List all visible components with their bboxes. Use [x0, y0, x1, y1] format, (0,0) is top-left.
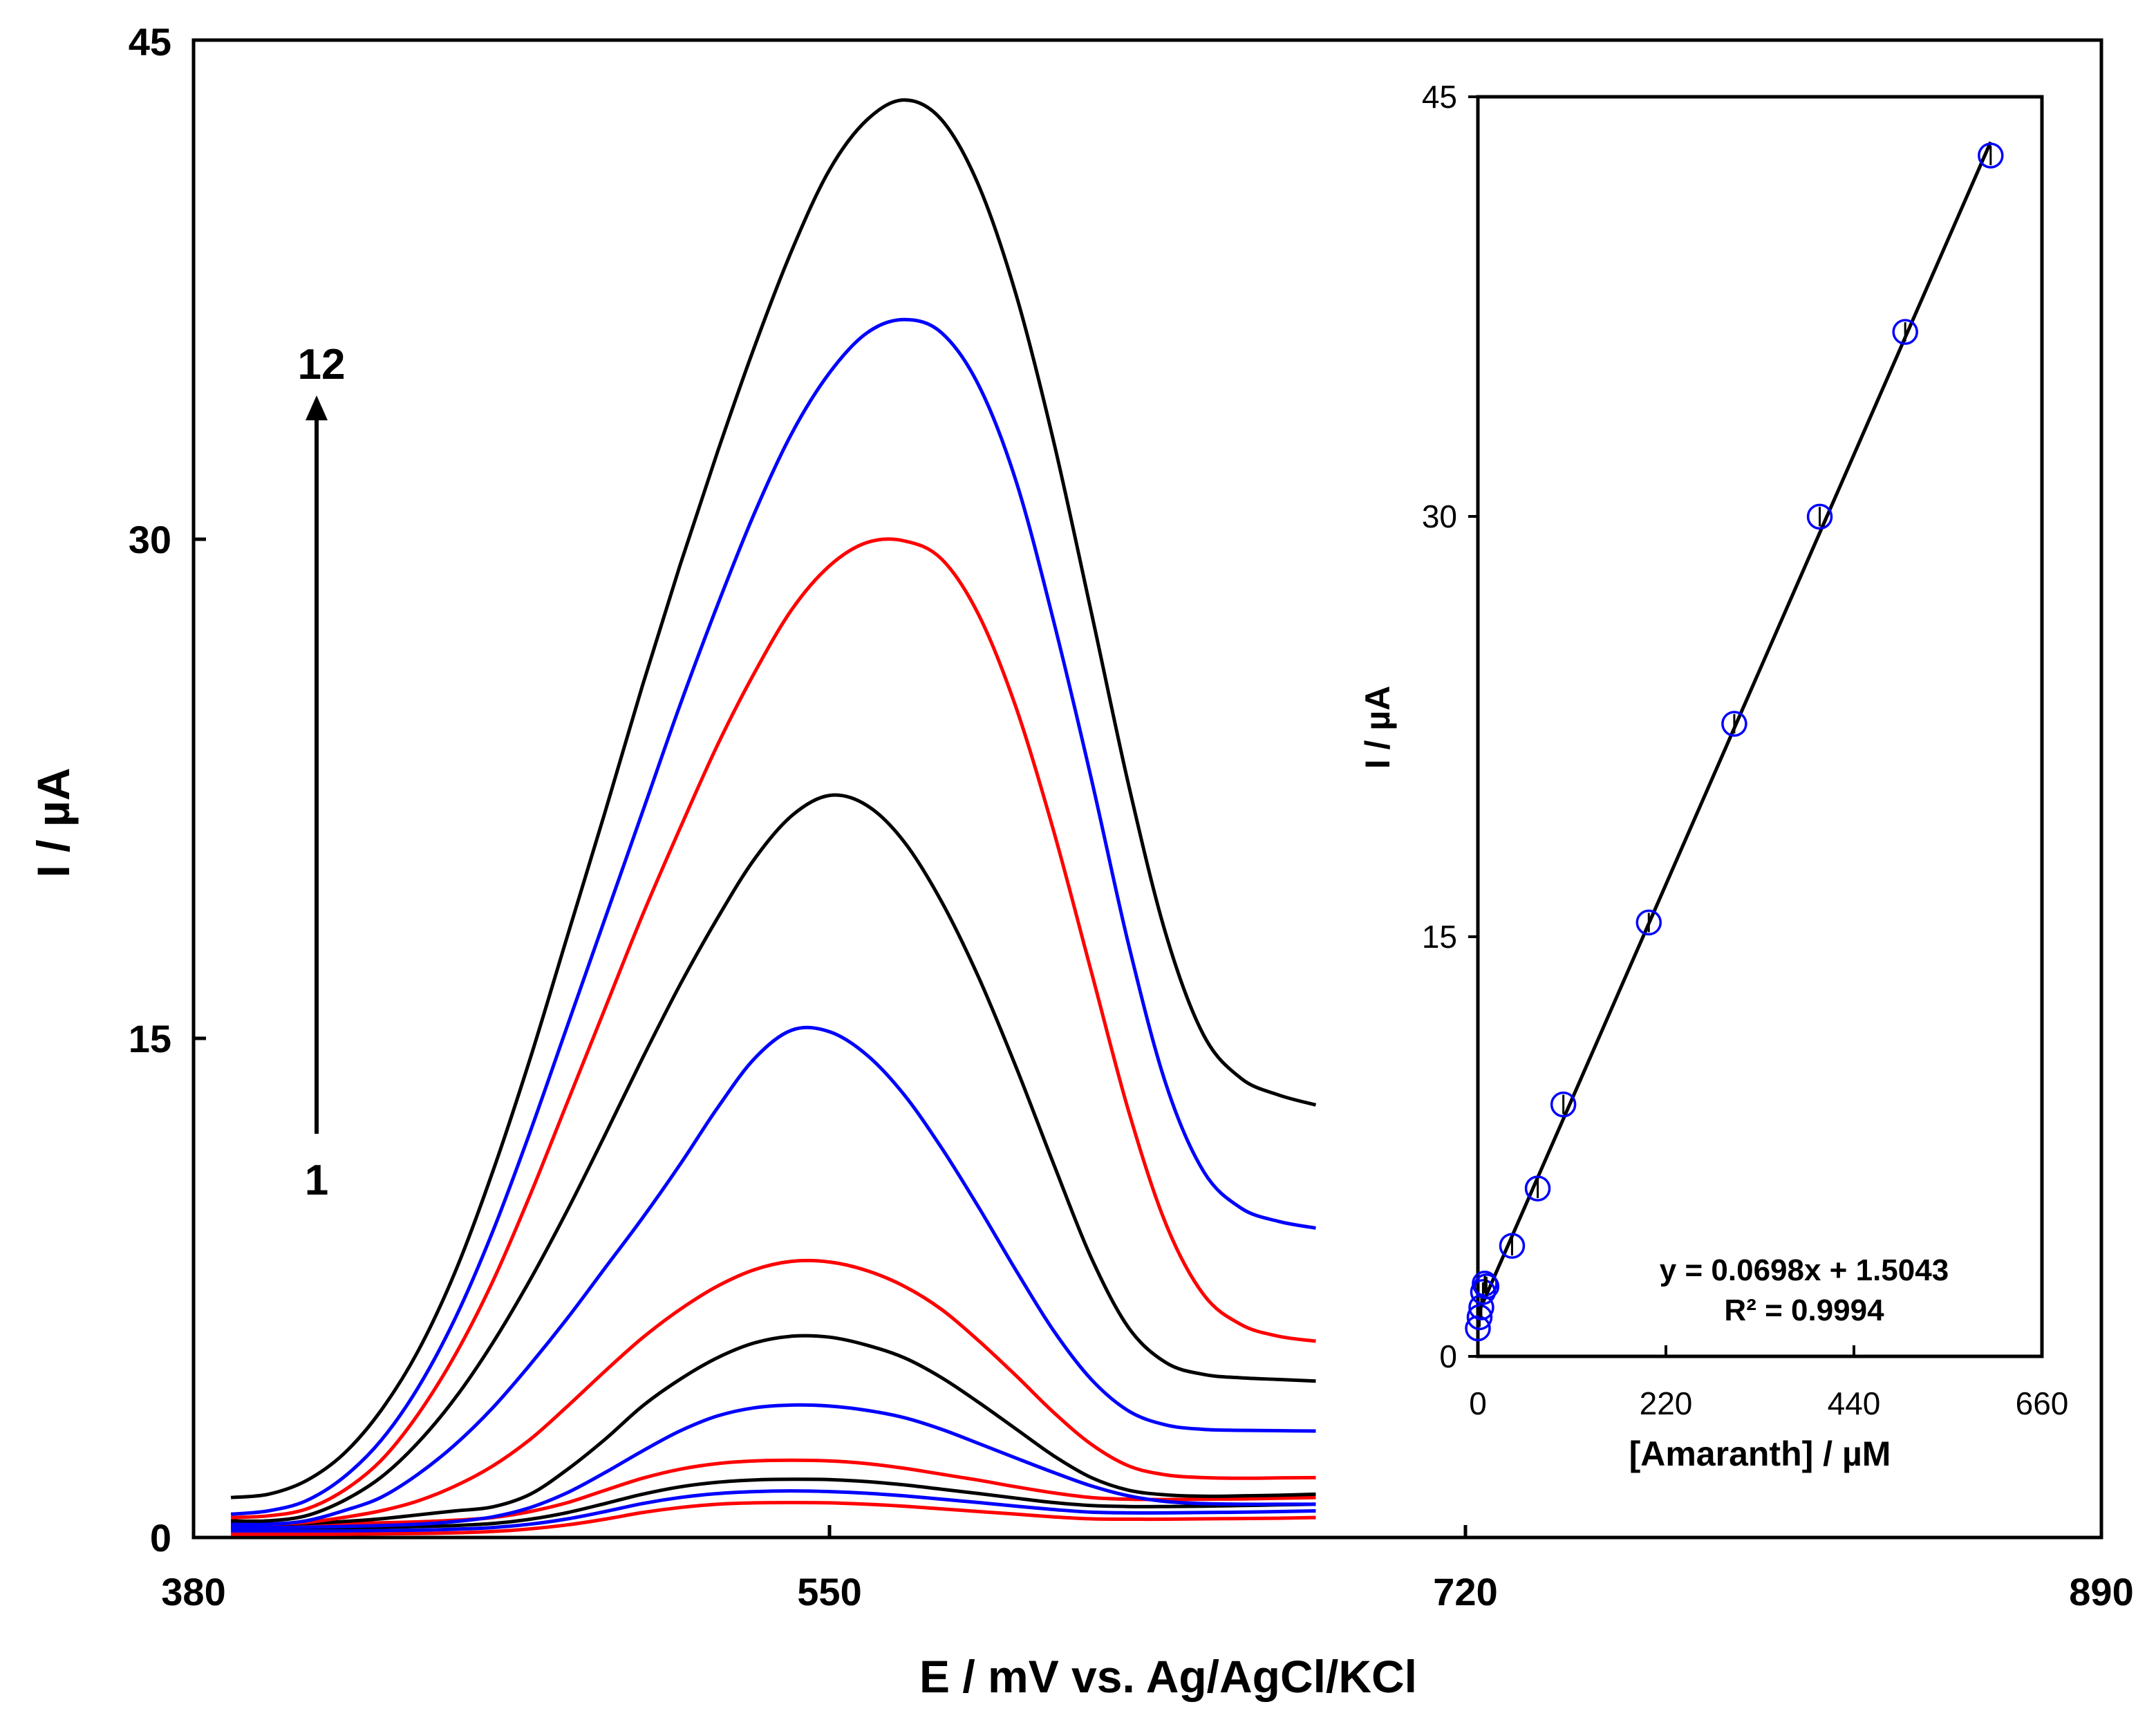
- dpv-curve-6: [231, 1334, 1316, 1526]
- dpv-curve-3: [231, 1477, 1316, 1530]
- curve-order-arrow: 1 12: [298, 341, 346, 1204]
- calibration-point-14: [1978, 142, 2004, 169]
- calibration-point-5: [1472, 1270, 1498, 1297]
- inset-y-tick-label: 0: [1439, 1338, 1457, 1374]
- main-y-tick-label: 30: [129, 518, 171, 561]
- calibration-point-9: [1550, 1091, 1577, 1118]
- main-plot: 380 550 720 890 0 15 30 45 E / mV vs. Ag…: [28, 20, 2134, 1702]
- dpv-curve-11: [230, 317, 1316, 1516]
- calibration-point-2: [1466, 1304, 1493, 1331]
- inset-y-ticks: 0 15 30 45: [1422, 79, 1478, 1374]
- dpv-curve-8: [231, 1025, 1316, 1526]
- calibration-point-1: [1465, 1315, 1491, 1342]
- inset-y-tick-label: 45: [1422, 79, 1457, 115]
- inset-y-tick-label: 30: [1422, 498, 1457, 534]
- main-x-tick-label: 550: [797, 1570, 861, 1614]
- dpv-curve-1: [231, 1501, 1316, 1536]
- calibration-point-6: [1473, 1273, 1500, 1300]
- inset-x-tick-label: 0: [1469, 1385, 1487, 1421]
- arrow-head: [306, 395, 328, 420]
- main-x-axis-title: E / mV vs. Ag/AgCl/KCl: [919, 1651, 1417, 1702]
- calibration-point-11: [1721, 711, 1747, 737]
- dpv-curve-4: [231, 1458, 1316, 1526]
- regression-equation: y = 0.0698x + 1.5043: [1660, 1253, 1949, 1287]
- dpv-curve-2: [231, 1489, 1316, 1533]
- main-y-tick-label: 45: [129, 20, 171, 64]
- regression-r-squared: R² = 0.9994: [1724, 1293, 1884, 1327]
- main-plot-frame: [191, 38, 2103, 1540]
- calibration-point-12: [1806, 503, 1833, 530]
- arrow-start-label: 1: [305, 1157, 328, 1204]
- main-curves: [230, 98, 1317, 1536]
- inset-plot-frame: [1476, 95, 2044, 1358]
- main-y-tick-label: 15: [129, 1017, 171, 1060]
- calibration-point-10: [1635, 909, 1662, 936]
- main-y-axis-title: I / µA: [28, 767, 79, 877]
- main-x-tick-label: 720: [1433, 1570, 1497, 1614]
- inset-x-axis-title: [Amaranth] / µM: [1629, 1434, 1891, 1473]
- dpv-curve-7: [231, 1258, 1316, 1526]
- calibration-point-13: [1892, 319, 1918, 345]
- inset-x-ticks: 0 220 440 660: [1469, 1345, 2068, 1421]
- inset-x-tick-label: 660: [2016, 1385, 2069, 1421]
- calibration-point-4: [1470, 1279, 1497, 1305]
- main-y-tick-label: 0: [150, 1516, 171, 1560]
- dpv-curve-10: [230, 537, 1316, 1520]
- main-x-ticks: 380 550 720 890: [161, 1525, 2134, 1614]
- main-y-ticks: 0 15 30 45: [129, 20, 206, 1560]
- inset-x-tick-label: 440: [1828, 1385, 1881, 1421]
- calibration-point-8: [1524, 1175, 1551, 1202]
- dpv-curve-5: [231, 1403, 1316, 1530]
- inset-y-tick-label: 15: [1422, 919, 1457, 955]
- main-x-tick-label: 890: [2069, 1570, 2133, 1614]
- calibration-point-7: [1499, 1233, 1526, 1259]
- main-x-tick-label: 380: [161, 1570, 225, 1614]
- inset-marks: [1465, 141, 2004, 1342]
- dpv-curve-9: [231, 793, 1316, 1523]
- inset-y-axis-title: I / µA: [1358, 686, 1397, 769]
- inset-plot: 0 220 440 660 0 15 30 45 [Amaranth] / µM…: [1358, 79, 2068, 1473]
- dpv-curve-12: [230, 98, 1317, 1499]
- inset-x-tick-label: 220: [1640, 1385, 1693, 1421]
- arrow-end-label: 12: [298, 341, 346, 389]
